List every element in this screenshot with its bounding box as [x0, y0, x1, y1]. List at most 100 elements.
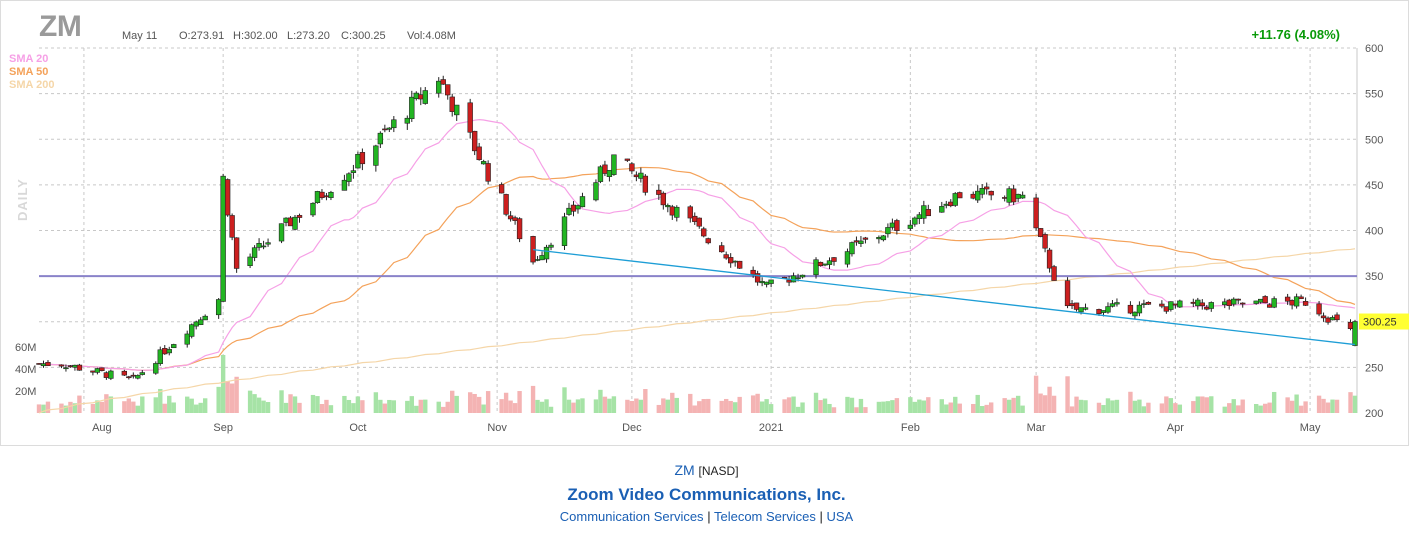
- volume-bar: [732, 402, 738, 413]
- footer-symbol-line: ZM [NASD]: [0, 462, 1413, 478]
- volume-bar: [1065, 376, 1070, 413]
- volume-bar: [1159, 403, 1165, 413]
- candle-body: [409, 96, 415, 120]
- candle-body: [1199, 302, 1205, 306]
- candle-body: [256, 243, 262, 248]
- candle-body: [543, 246, 550, 260]
- volume-bar: [99, 401, 105, 413]
- volume-bar: [566, 399, 572, 413]
- volume-bar: [544, 399, 549, 413]
- volume-bar: [171, 402, 176, 413]
- candle-body: [58, 364, 65, 367]
- volume-tick-label: 20M: [15, 386, 36, 398]
- volume-bar: [674, 397, 679, 413]
- price-change: +11.76 (4.08%): [1251, 27, 1340, 42]
- candle-body: [1266, 304, 1273, 308]
- candle-body: [728, 257, 734, 264]
- volume-bar: [1168, 398, 1174, 413]
- candle-body: [660, 192, 666, 206]
- volume-bar: [414, 405, 419, 413]
- candle-body: [674, 206, 680, 218]
- volume-bar: [1271, 391, 1277, 413]
- separator: |: [707, 509, 711, 524]
- candle-body: [732, 260, 738, 263]
- candle-body: [359, 152, 366, 165]
- candle-body: [189, 324, 195, 337]
- ticker-symbol: ZM: [39, 10, 82, 43]
- candle-body: [45, 362, 51, 367]
- candle-body: [1019, 194, 1026, 199]
- volume-bar: [418, 399, 423, 413]
- candle-body: [260, 245, 267, 248]
- chart-frame: 60055050045040035030025020060M40M20MAugS…: [0, 0, 1409, 446]
- x-tick-label: Mar: [1027, 422, 1046, 434]
- volume-bar: [530, 385, 536, 413]
- volume-bar: [625, 399, 630, 413]
- volume-bar: [1298, 405, 1304, 413]
- quote-volume: Vol:4.08M: [407, 30, 456, 42]
- country-link[interactable]: USA: [826, 509, 854, 524]
- volume-bar: [378, 399, 383, 413]
- volume-bar: [135, 405, 141, 413]
- candle-body: [593, 182, 599, 201]
- candle-body: [310, 202, 316, 216]
- candle-body: [162, 348, 168, 355]
- volume-bar: [247, 390, 253, 413]
- volume-bar: [782, 399, 787, 413]
- volume-bar: [512, 403, 518, 413]
- candle-body: [853, 240, 860, 243]
- sma-50-label: SMA 50: [9, 66, 49, 78]
- volume-tick-label: 40M: [15, 364, 36, 376]
- candle-body: [629, 163, 635, 172]
- volume-bar: [535, 399, 540, 413]
- candle-body: [534, 259, 541, 261]
- volume-bar: [1195, 396, 1200, 413]
- candle-body: [1284, 296, 1291, 302]
- volume-bar: [234, 376, 239, 413]
- volume-bar: [885, 401, 891, 413]
- volume-bar: [68, 401, 73, 413]
- candle-body: [40, 363, 47, 367]
- industry-link[interactable]: Telecom Services: [713, 509, 816, 524]
- candle-body: [1226, 299, 1232, 306]
- candle-body: [1145, 301, 1152, 305]
- company-name[interactable]: Zoom Video Communications, Inc.: [567, 485, 846, 504]
- candle-body: [391, 119, 397, 129]
- candle-body: [1329, 317, 1336, 321]
- candle-body: [171, 344, 177, 349]
- volume-bar: [602, 396, 608, 413]
- volume-bar: [759, 401, 765, 413]
- volume-bar: [225, 381, 230, 413]
- volume-bar: [831, 407, 837, 413]
- candle-body: [287, 217, 294, 227]
- volume-bar: [786, 397, 792, 413]
- sma-200-line: [38, 248, 1356, 414]
- sector-link[interactable]: Communication Services: [559, 509, 704, 524]
- x-tick-label: Sep: [213, 422, 233, 434]
- volume-bar: [1294, 394, 1299, 413]
- volume-bar: [216, 386, 221, 413]
- candle-body: [413, 92, 419, 100]
- volume-bar: [261, 400, 266, 413]
- volume-bar: [724, 398, 729, 413]
- candle-body: [382, 128, 388, 131]
- candle-body: [575, 205, 581, 210]
- candle-body: [153, 363, 159, 374]
- volume-bar: [319, 404, 325, 413]
- candle-body: [763, 281, 770, 285]
- candle-body: [157, 349, 163, 364]
- volume-bar: [1038, 393, 1043, 413]
- footer-symbol-link[interactable]: ZM: [674, 462, 695, 478]
- volume-bar: [1096, 402, 1102, 413]
- volume-bar: [688, 393, 693, 413]
- volume-bar: [912, 401, 918, 413]
- candle-body: [1320, 315, 1327, 319]
- volume-bar: [72, 403, 78, 413]
- candle-body: [975, 190, 981, 201]
- volume-bar: [921, 400, 927, 413]
- candle-body: [99, 367, 105, 371]
- volume-bar: [90, 403, 96, 413]
- candle-body: [229, 215, 235, 238]
- price-chart[interactable]: 60055050045040035030025020060M40M20MAugS…: [1, 1, 1410, 447]
- candle-body: [1069, 303, 1075, 307]
